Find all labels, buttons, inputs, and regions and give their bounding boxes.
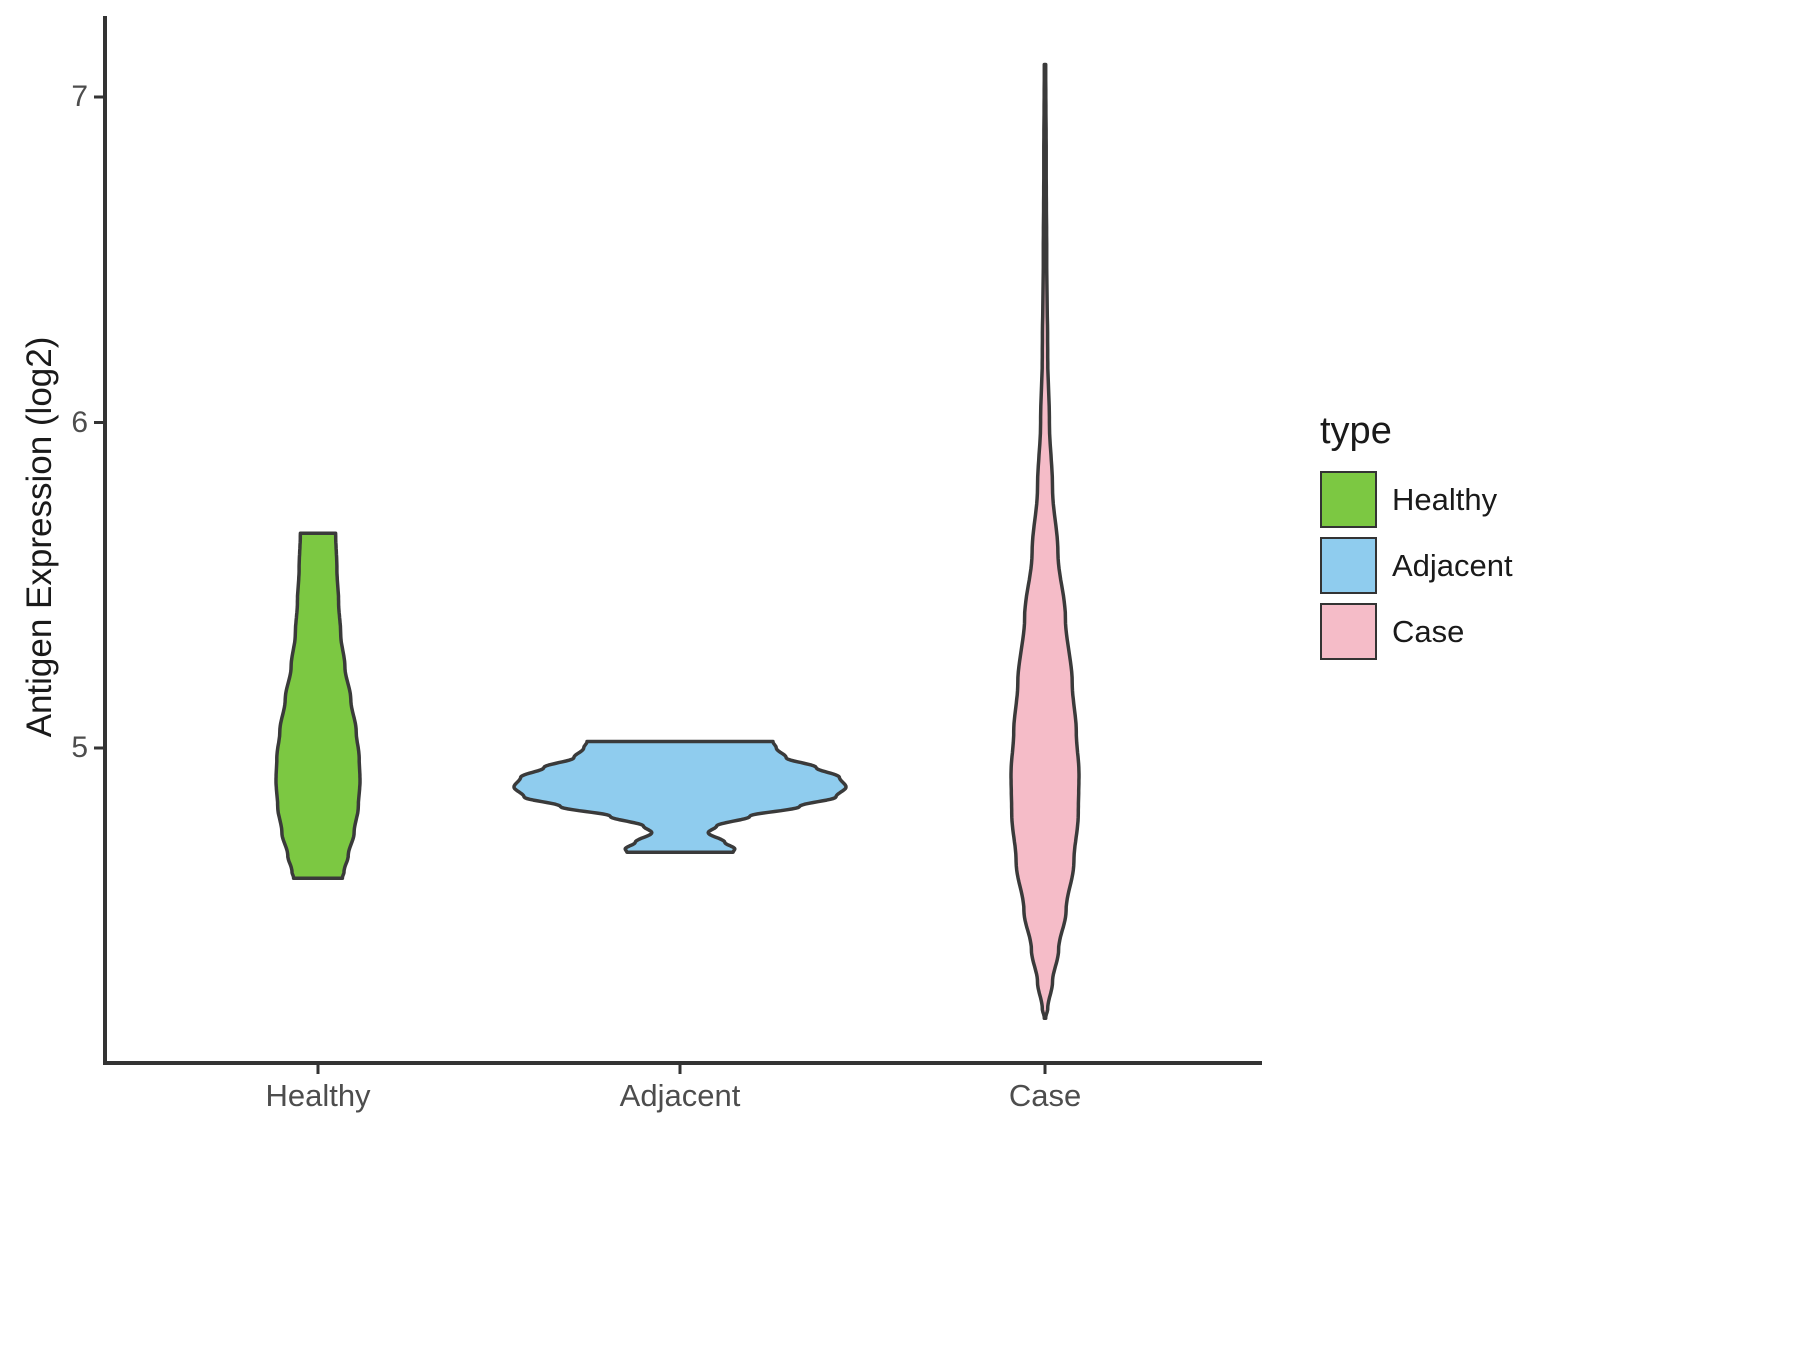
legend-item-adjacent: Adjacent (1320, 537, 1513, 594)
y-axis-title: Antigen Expression (log2) (20, 336, 59, 738)
legend-label-case: Case (1392, 613, 1465, 649)
legend-label-healthy: Healthy (1392, 481, 1498, 517)
legend-title: type (1320, 410, 1392, 452)
legend-item-healthy: Healthy (1320, 471, 1513, 528)
legend: type Healthy Adjacent Case (1320, 410, 1513, 669)
legend-swatch-adjacent (1320, 537, 1377, 594)
legend-swatch-healthy (1320, 471, 1377, 528)
legend-swatch-case (1320, 603, 1377, 660)
legend-label-adjacent: Adjacent (1392, 547, 1513, 583)
legend-item-case: Case (1320, 603, 1513, 660)
